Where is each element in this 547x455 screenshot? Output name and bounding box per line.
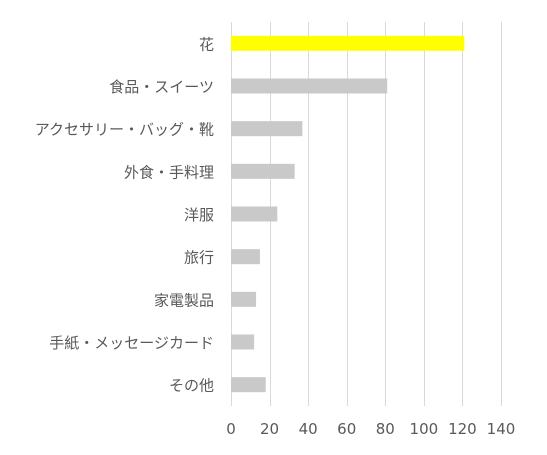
x-tick-label: 80 bbox=[376, 420, 395, 438]
category-label: 手紙・メッセージカード bbox=[49, 334, 214, 352]
bar bbox=[231, 334, 255, 350]
x-tick-label: 100 bbox=[410, 420, 439, 438]
bar bbox=[231, 377, 266, 393]
category-label: 旅行 bbox=[184, 249, 214, 267]
category-label: 花 bbox=[199, 35, 214, 53]
category-label: 家電製品 bbox=[154, 291, 214, 309]
x-tick-label: 20 bbox=[260, 420, 279, 438]
category-label: 洋服 bbox=[184, 206, 214, 224]
x-tick-labels: 0 20 40 60 80 100 120 140 bbox=[226, 420, 515, 438]
category-label: 食品・スイーツ bbox=[109, 78, 214, 96]
x-tick-label: 120 bbox=[448, 420, 477, 438]
bar bbox=[231, 291, 257, 307]
category-labels: 花食品・スイーツアクセサリー・バッグ・靴外食・手料理洋服旅行家電製品手紙・メッセ… bbox=[35, 35, 214, 394]
x-tick-label: 40 bbox=[299, 420, 318, 438]
category-label: アクセサリー・バッグ・靴 bbox=[35, 121, 214, 139]
category-label: その他 bbox=[169, 377, 214, 395]
bar bbox=[231, 163, 295, 179]
category-label: 外食・手料理 bbox=[124, 163, 214, 181]
x-tick-label: 140 bbox=[487, 420, 516, 438]
x-tick-label: 0 bbox=[226, 420, 236, 438]
bar bbox=[231, 78, 388, 94]
bar bbox=[231, 121, 303, 137]
bar bbox=[231, 35, 465, 51]
bar bbox=[231, 249, 260, 265]
bars bbox=[231, 35, 465, 393]
bar bbox=[231, 206, 278, 222]
x-tick-label: 60 bbox=[337, 420, 356, 438]
